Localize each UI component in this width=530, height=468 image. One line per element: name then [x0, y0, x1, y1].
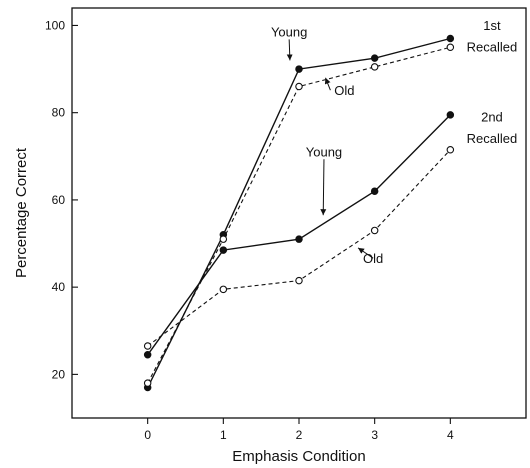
- data-point-1st-recalled-old-3: [370, 63, 379, 71]
- series-layer: [143, 34, 455, 392]
- annotation-arrow-young: [320, 159, 327, 216]
- data-point-1st-recalled-young-2: [295, 65, 303, 73]
- y-axis: 20 40 60 80 100: [45, 18, 78, 381]
- data-point-2nd-recalled-old-3: [370, 226, 379, 235]
- series-line-2nd-recalled-old: [147, 149, 451, 347]
- data-point-1st-recalled-young-3: [370, 54, 379, 62]
- data-point-1st-recalled-young-4: [446, 34, 455, 43]
- annotation-1st: 1st: [483, 18, 501, 33]
- data-point-2nd-recalled-young-1: [219, 246, 228, 254]
- series-line-2nd-recalled-young: [147, 114, 451, 356]
- annotation-young: Young: [271, 24, 307, 39]
- annotation-recalled: Recalled: [467, 131, 518, 146]
- x-tick-label-0: 0: [144, 428, 151, 442]
- data-point-2nd-recalled-old-0: [143, 342, 152, 350]
- data-point-2nd-recalled-old-1: [219, 285, 228, 294]
- series-line-1st-recalled-old: [147, 46, 451, 384]
- data-point-1st-recalled-old-0: [143, 379, 152, 387]
- data-point-2nd-recalled-young-3: [370, 187, 379, 195]
- data-point-2nd-recalled-young-0: [143, 351, 152, 359]
- x-axis-title: Emphasis Condition: [232, 448, 365, 465]
- annotation-arrow-old: [324, 77, 331, 91]
- y-tick-label-20: 20: [52, 367, 66, 381]
- series-line-1st-recalled-young: [147, 37, 451, 388]
- data-point-1st-recalled-old-4: [446, 43, 455, 52]
- data-point-1st-recalled-old-1: [219, 235, 228, 243]
- x-axis: 0 1 2 3 4: [144, 418, 454, 442]
- data-point-2nd-recalled-old-2: [295, 276, 303, 285]
- data-point-2nd-recalled-young-2: [295, 235, 303, 243]
- x-tick-label-3: 3: [371, 428, 378, 442]
- annotation-old: Old: [334, 83, 354, 98]
- x-tick-label-4: 4: [447, 428, 454, 442]
- data-point-2nd-recalled-young-4: [446, 111, 455, 119]
- y-tick-label-40: 40: [52, 280, 66, 294]
- y-axis-title: Percentage Correct: [13, 147, 30, 278]
- y-tick-label-80: 80: [52, 106, 66, 120]
- y-tick-label-100: 100: [45, 18, 65, 32]
- data-point-1st-recalled-old-2: [295, 82, 303, 91]
- x-tick-label-2: 2: [296, 428, 303, 442]
- annotation-arrow-old: [357, 247, 374, 259]
- annotation-arrow-young: [286, 39, 293, 61]
- annotation-young: Young: [306, 144, 342, 159]
- y-tick-label-60: 60: [52, 193, 66, 207]
- data-point-2nd-recalled-old-4: [446, 146, 455, 154]
- x-tick-label-1: 1: [220, 428, 227, 442]
- annotation-recalled: Recalled: [467, 40, 518, 55]
- annotation-2nd: 2nd: [481, 109, 503, 124]
